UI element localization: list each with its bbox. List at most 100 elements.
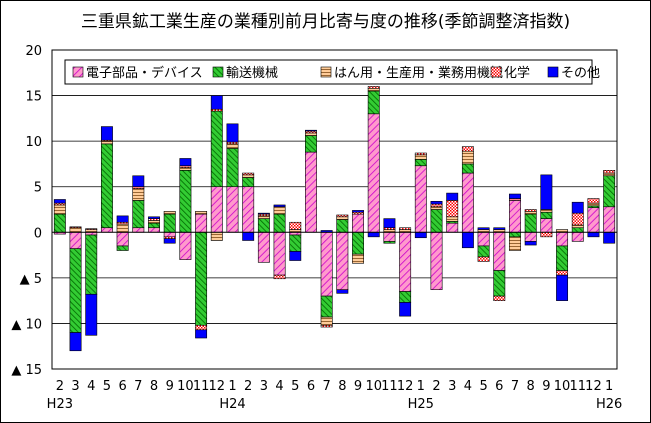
bar-segment	[367, 231, 380, 238]
bar-segment	[540, 211, 553, 219]
bar-segment	[509, 231, 521, 238]
x-year-label: H26	[596, 397, 622, 412]
bar-segment	[556, 245, 569, 271]
bar-segment	[571, 231, 584, 242]
x-tick-label: 7	[511, 379, 519, 394]
bar-segment	[53, 199, 66, 204]
legend-label: はん用・生産用・業務用機械	[334, 65, 503, 81]
bar-segment	[257, 218, 270, 233]
x-tick-label: 4	[87, 379, 95, 394]
bar-segment	[587, 207, 600, 233]
x-tick-label: 3	[448, 379, 456, 394]
bar-segment	[509, 236, 521, 251]
x-tick-label: 2	[432, 379, 440, 394]
bar-segment	[477, 256, 490, 262]
bar-segment	[414, 152, 427, 156]
bar-segment	[336, 231, 349, 291]
y-tick-label: 15	[25, 90, 42, 105]
bar-segment	[179, 231, 192, 260]
bar-segment	[163, 231, 176, 238]
bar-segment	[210, 231, 223, 241]
bar-segment	[587, 202, 600, 207]
x-tick-label: 8	[527, 379, 535, 394]
bar-segment	[430, 203, 443, 208]
bar-segment	[195, 231, 208, 326]
x-tick-label: 1	[228, 379, 236, 394]
legend-label: 電子部品・デバイス	[86, 65, 203, 81]
bar-segment	[163, 238, 176, 244]
x-tick-label: 1	[417, 379, 425, 394]
bar-segment	[540, 231, 553, 238]
bar-segment	[556, 274, 569, 301]
bar-segment	[571, 201, 584, 214]
bar-segment	[210, 110, 223, 188]
bar-segment	[320, 231, 333, 297]
bar-segment	[320, 324, 333, 328]
bar-segment	[305, 135, 317, 153]
bar-segment	[493, 295, 506, 301]
bar-segment	[242, 174, 255, 178]
bar-segment	[226, 143, 239, 149]
y-tick-label: 20	[25, 44, 42, 59]
bar-segment	[540, 209, 553, 213]
x-tick-label: 6	[307, 379, 315, 394]
x-tick-label: 11	[193, 379, 210, 394]
bar-segment	[414, 159, 427, 167]
bar-segment	[414, 231, 427, 239]
bar-segment	[163, 211, 176, 215]
bar-segment	[524, 211, 537, 215]
bar-segment	[195, 213, 208, 233]
bar-segment	[556, 270, 569, 276]
bar-segment	[352, 253, 364, 264]
bar-segment	[132, 175, 145, 188]
bar-segment	[179, 170, 192, 233]
x-tick-label: 9	[166, 379, 174, 394]
bar-segment	[603, 175, 616, 208]
legend-label: 化学	[504, 65, 530, 81]
legend-swatch	[490, 66, 502, 78]
bar-segment	[53, 204, 66, 215]
x-tick-label: 10	[177, 379, 194, 394]
bar-segment	[352, 210, 364, 213]
bar-segment	[100, 227, 113, 233]
bar-segment	[493, 270, 506, 297]
y-tick-label: 10	[25, 135, 42, 150]
bar-segment	[100, 140, 113, 145]
bar-segment	[100, 143, 113, 229]
bar-segment	[461, 172, 474, 233]
bar-segment	[85, 234, 98, 295]
bar-segment	[336, 216, 349, 220]
bar-segment	[289, 251, 302, 261]
bar-segment	[305, 132, 317, 136]
bar-segment	[399, 302, 412, 317]
bar-segment	[430, 231, 443, 291]
bar-segment	[383, 218, 396, 229]
bar-segment	[399, 291, 412, 303]
bar-segment	[493, 227, 506, 230]
bar-segment	[461, 163, 474, 174]
bar-segment	[69, 332, 82, 352]
bar-segment	[69, 248, 82, 333]
bar-segment	[430, 200, 443, 205]
x-tick-label: 6	[495, 379, 503, 394]
bar-segment	[524, 213, 537, 233]
legend: 電子部品・デバイス 輸送機械 はん用・生産用・業務用機械 化学 その他	[64, 59, 600, 85]
bar-segment	[85, 228, 98, 230]
bar-segment	[116, 223, 129, 233]
bar-segment	[273, 274, 286, 280]
x-tick-label: 4	[464, 379, 472, 394]
x-tick-label: 5	[103, 379, 111, 394]
bar-segment	[446, 192, 459, 201]
bar-segment	[336, 214, 349, 218]
bar-segment	[195, 329, 208, 339]
bar-segment	[414, 165, 427, 233]
bar-segment	[116, 231, 129, 247]
y-tick-label: 0	[34, 226, 42, 241]
bar-segment	[85, 293, 98, 336]
bar-segment	[352, 231, 364, 255]
bar-segment	[430, 206, 443, 210]
bar-segment	[524, 241, 537, 246]
legend-label: その他	[561, 66, 600, 81]
